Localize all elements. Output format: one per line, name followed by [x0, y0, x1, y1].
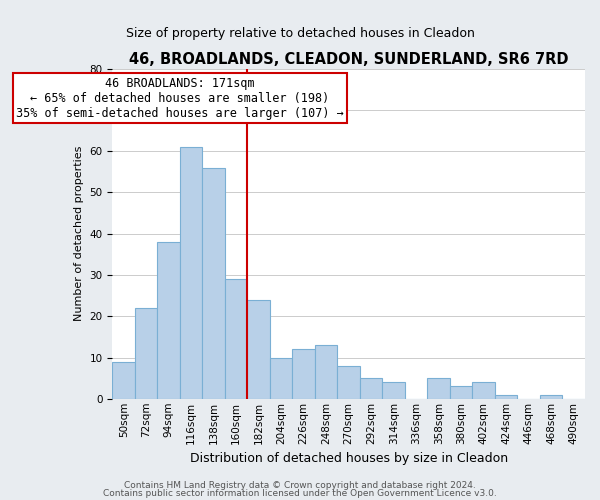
Bar: [202, 168, 225, 399]
Text: Size of property relative to detached houses in Cleadon: Size of property relative to detached ho…: [125, 28, 475, 40]
Y-axis label: Number of detached properties: Number of detached properties: [74, 146, 84, 322]
Bar: [360, 378, 382, 399]
Bar: [450, 386, 472, 399]
Bar: [382, 382, 405, 399]
Bar: [472, 382, 495, 399]
Text: 46 BROADLANDS: 171sqm
← 65% of detached houses are smaller (198)
35% of semi-det: 46 BROADLANDS: 171sqm ← 65% of detached …: [16, 77, 344, 120]
Text: Contains public sector information licensed under the Open Government Licence v3: Contains public sector information licen…: [103, 489, 497, 498]
Bar: [337, 366, 360, 399]
Bar: [270, 358, 292, 399]
Bar: [292, 349, 315, 399]
Bar: [315, 345, 337, 399]
Bar: [112, 362, 135, 399]
Bar: [135, 308, 157, 399]
X-axis label: Distribution of detached houses by size in Cleadon: Distribution of detached houses by size …: [190, 452, 508, 465]
Bar: [495, 394, 517, 399]
Bar: [157, 242, 180, 399]
Text: Contains HM Land Registry data © Crown copyright and database right 2024.: Contains HM Land Registry data © Crown c…: [124, 480, 476, 490]
Bar: [180, 147, 202, 399]
Bar: [540, 394, 562, 399]
Bar: [427, 378, 450, 399]
Bar: [225, 279, 247, 399]
Bar: [247, 300, 270, 399]
Title: 46, BROADLANDS, CLEADON, SUNDERLAND, SR6 7RD: 46, BROADLANDS, CLEADON, SUNDERLAND, SR6…: [129, 52, 568, 68]
